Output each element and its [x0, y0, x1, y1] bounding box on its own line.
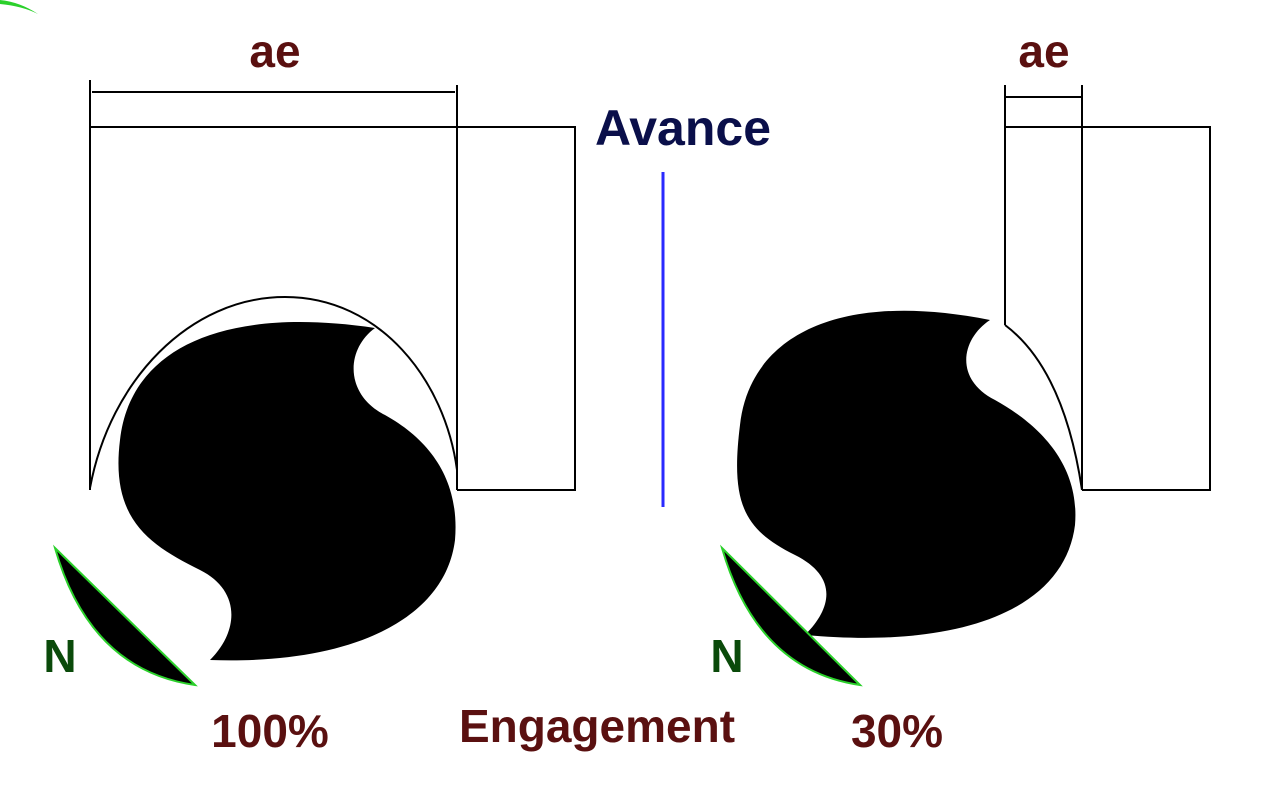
left-cutter — [118, 322, 456, 661]
left-dimension: ae — [249, 25, 300, 77]
right-engagement: 30% — [851, 705, 943, 757]
left-workpiece — [89, 80, 576, 491]
corner-mark — [0, 0, 38, 14]
right-cutter — [737, 310, 1076, 638]
right-insert — [719, 544, 863, 687]
left-insert-label: N — [43, 630, 76, 682]
left-insert — [52, 544, 198, 687]
engagement-label: Engagement — [459, 700, 735, 752]
right-workpiece — [1004, 85, 1211, 491]
right-dimension: ae — [1018, 25, 1069, 77]
title: Avance — [595, 100, 771, 156]
left-engagement: 100% — [211, 705, 329, 757]
right-insert-label: N — [710, 630, 743, 682]
